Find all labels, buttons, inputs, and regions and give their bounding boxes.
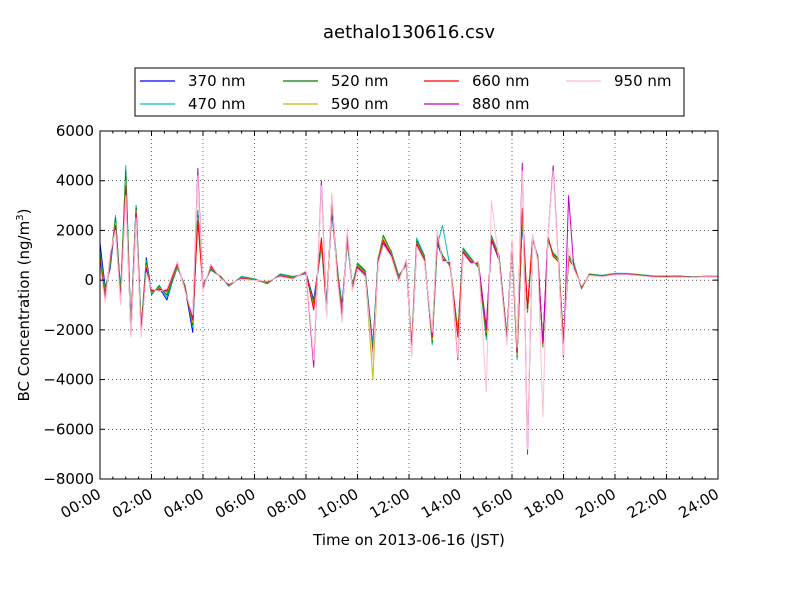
x-tick-label: 06:00 xyxy=(212,485,258,522)
y-tick-label: −4000 xyxy=(43,371,94,389)
series-line-950-nm xyxy=(100,170,718,450)
axis-ticks xyxy=(99,130,719,480)
x-tick-label: 02:00 xyxy=(109,485,155,522)
x-tick-label: 20:00 xyxy=(573,485,619,522)
y-axis-label-main: BC Concentration (ng/m xyxy=(15,221,33,402)
y-axis-label-sup: 3 xyxy=(15,214,26,220)
x-tick-label: 00:00 xyxy=(58,485,104,522)
y-tick-label: −6000 xyxy=(43,420,94,438)
x-tick-labels: 00:00 02:00 04:00 06:00 08:00 10:00 12:00 14:00… xyxy=(58,485,722,522)
legend-label: 370 nm xyxy=(188,72,246,90)
x-tick-label: 14:00 xyxy=(418,485,464,522)
legend: 370 nm 470 nm 520 nm 590 nm 660 nm 880 nm 950 … xyxy=(140,72,672,113)
y-tick-label: −2000 xyxy=(43,321,94,339)
legend-label: 470 nm xyxy=(188,95,246,113)
x-tick-label: 22:00 xyxy=(624,485,670,522)
chart-title: aethalo130616.csv xyxy=(323,22,495,43)
y-tick-label: 6000 xyxy=(56,122,94,140)
y-tick-label: 2000 xyxy=(56,221,94,239)
legend-label: 950 nm xyxy=(614,72,672,90)
series-lines xyxy=(100,162,718,455)
y-tick-labels: −8000 −6000 −4000 −2000 0 2000 4000 6000 xyxy=(43,122,94,488)
y-tick-label: −8000 xyxy=(43,470,94,488)
y-axis-label-close: ) xyxy=(15,209,33,215)
x-tick-label: 18:00 xyxy=(521,485,567,522)
x-axis-label: Time on 2013-06-16 (JST) xyxy=(312,531,505,549)
y-tick-label: 0 xyxy=(84,271,94,289)
legend-label: 590 nm xyxy=(331,95,389,113)
x-tick-label: 08:00 xyxy=(264,485,310,522)
legend-label: 660 nm xyxy=(472,72,530,90)
x-tick-label: 24:00 xyxy=(676,485,722,522)
x-tick-label: 04:00 xyxy=(161,485,207,522)
legend-box xyxy=(134,67,685,117)
x-tick-label: 10:00 xyxy=(315,485,361,522)
y-tick-label: 4000 xyxy=(56,172,94,190)
legend-label: 520 nm xyxy=(331,72,389,90)
x-tick-label: 16:00 xyxy=(470,485,516,522)
y-axis-label: BC Concentration (ng/m3) xyxy=(15,209,33,402)
legend-label: 880 nm xyxy=(472,95,530,113)
x-tick-label: 12:00 xyxy=(367,485,413,522)
grid xyxy=(100,131,718,479)
